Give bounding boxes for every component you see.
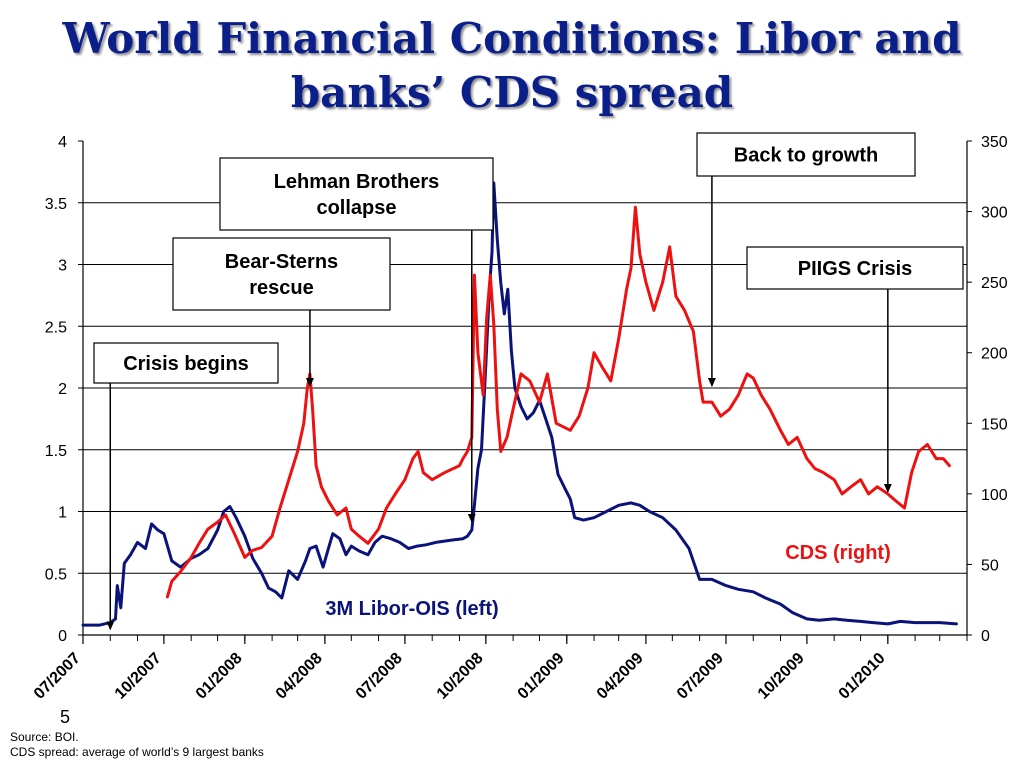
annotation-text: Back to growth [734, 145, 878, 167]
slide-number: 5 [60, 707, 71, 727]
annotation-bear-sterns-rescue: Bear-Sterns rescue [172, 237, 391, 387]
cds-series-label: CDS (right) [785, 542, 891, 564]
left-axis-tick-label: 3 [58, 258, 67, 275]
x-axis-tick-label: 10/2007 [112, 650, 165, 703]
libor-series-label: 3M Libor-OIS (left) [325, 598, 498, 620]
left-axis-tick-label: 4 [58, 134, 67, 151]
annotation-text: rescue [249, 277, 314, 299]
footnote-note: CDS spread: average of world’s 9 largest… [10, 745, 264, 759]
right-axis-tick-label: 100 [981, 487, 1008, 504]
left-axis-tick-label: 0.5 [45, 566, 67, 583]
x-axis-tick-label: 01/2009 [515, 650, 568, 703]
right-axis-ticks: 0 50 100 150 200 250 300 350 [967, 134, 1008, 645]
x-axis-tick-label: 04/2008 [273, 650, 326, 703]
x-axis-tick-label: 10/2009 [755, 650, 808, 703]
annotation-back-to-growth: Back to growth [696, 132, 916, 387]
left-axis-ticks: 0 0.5 1 1.5 2 2.5 3 3.5 4 [45, 134, 83, 645]
right-axis-tick-label: 50 [981, 557, 999, 574]
x-axis-tick-label: 07/2008 [353, 650, 406, 703]
x-axis-tick-label: 04/2009 [594, 650, 647, 703]
right-axis-tick-label: 0 [981, 628, 990, 645]
right-axis-tick-label: 350 [981, 134, 1008, 151]
annotation-box [93, 342, 279, 384]
annotation-text: Bear-Sterns [225, 251, 338, 273]
annotation-box [172, 237, 391, 311]
annotation-box [696, 132, 916, 177]
right-axis-tick-label: 150 [981, 416, 1008, 433]
x-axis-ticks: 07/2007 10/2007 01/2008 04/2008 07/2008 10/20… [31, 635, 968, 703]
annotation-text: Crisis begins [123, 353, 249, 375]
right-axis-tick-label: 300 [981, 205, 1008, 222]
left-axis-tick-label: 0 [58, 628, 67, 645]
x-axis-tick-label: 10/2008 [434, 650, 487, 703]
annotation-box [746, 246, 964, 290]
annotation-box [219, 157, 494, 231]
left-axis-tick-label: 2.5 [45, 319, 67, 336]
footnote: Source: BOI. CDS spread: average of worl… [10, 730, 264, 760]
left-axis-tick-label: 3.5 [45, 196, 67, 213]
x-axis-tick-label: 01/2010 [836, 650, 889, 703]
annotation-crisis-begins: Crisis begins [93, 342, 279, 631]
slide-title: World Financial Conditions: Libor and ba… [0, 12, 1024, 120]
x-axis-tick-label: 07/2007 [31, 650, 84, 703]
annotation-text: collapse [316, 197, 396, 219]
libor-ois-line [81, 181, 958, 627]
left-axis-tick-label: 1.5 [45, 443, 67, 460]
annotation-text: PIIGS Crisis [798, 258, 913, 280]
x-axis-tick-label: 01/2008 [193, 650, 246, 703]
right-axis-tick-label: 250 [981, 275, 1008, 292]
left-axis-tick-label: 1 [58, 505, 67, 522]
slide-title-line-1: World Financial Conditions: Libor and [62, 14, 962, 63]
right-axis-tick-label: 200 [981, 346, 1008, 363]
footnote-source: Source: BOI. [10, 730, 79, 744]
annotation-text: Lehman Brothers [274, 171, 440, 193]
annotation-piigs-crisis: PIIGS Crisis [746, 246, 964, 493]
annotation-lehman-collapse: Lehman Brothers collapse [219, 157, 494, 523]
left-axis-tick-label: 2 [58, 381, 67, 398]
x-axis-tick-label: 07/2009 [674, 650, 727, 703]
slide-title-line-2: banks’ CDS spread [290, 68, 734, 117]
